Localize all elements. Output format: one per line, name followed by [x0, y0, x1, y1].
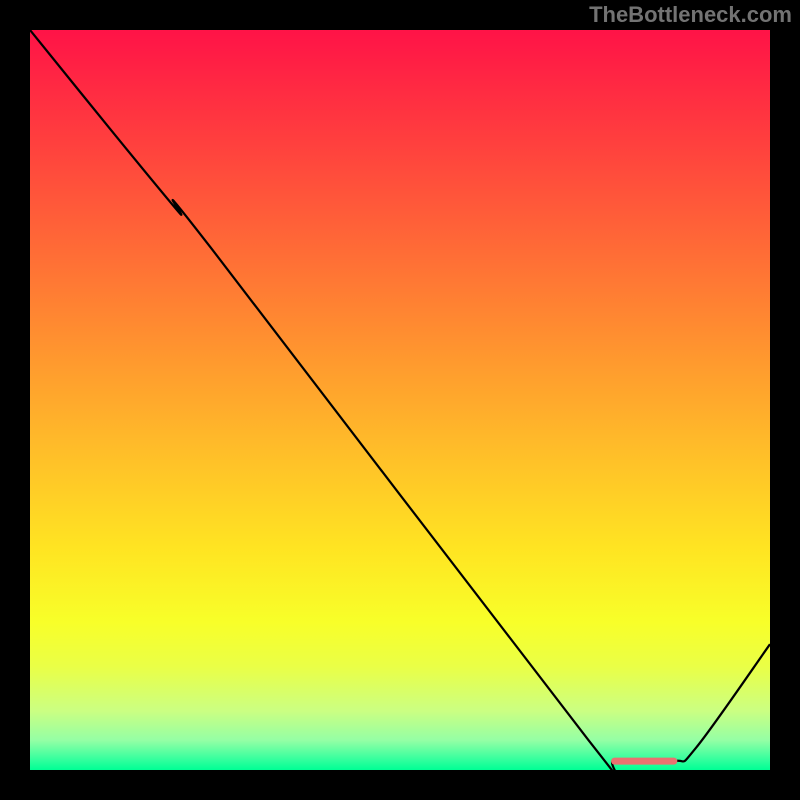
gradient-background [30, 30, 770, 770]
plot-area [30, 30, 770, 770]
watermark-text: TheBottleneck.com [589, 2, 792, 28]
plot-svg [30, 30, 770, 770]
chart-container: TheBottleneck.com [0, 0, 800, 800]
